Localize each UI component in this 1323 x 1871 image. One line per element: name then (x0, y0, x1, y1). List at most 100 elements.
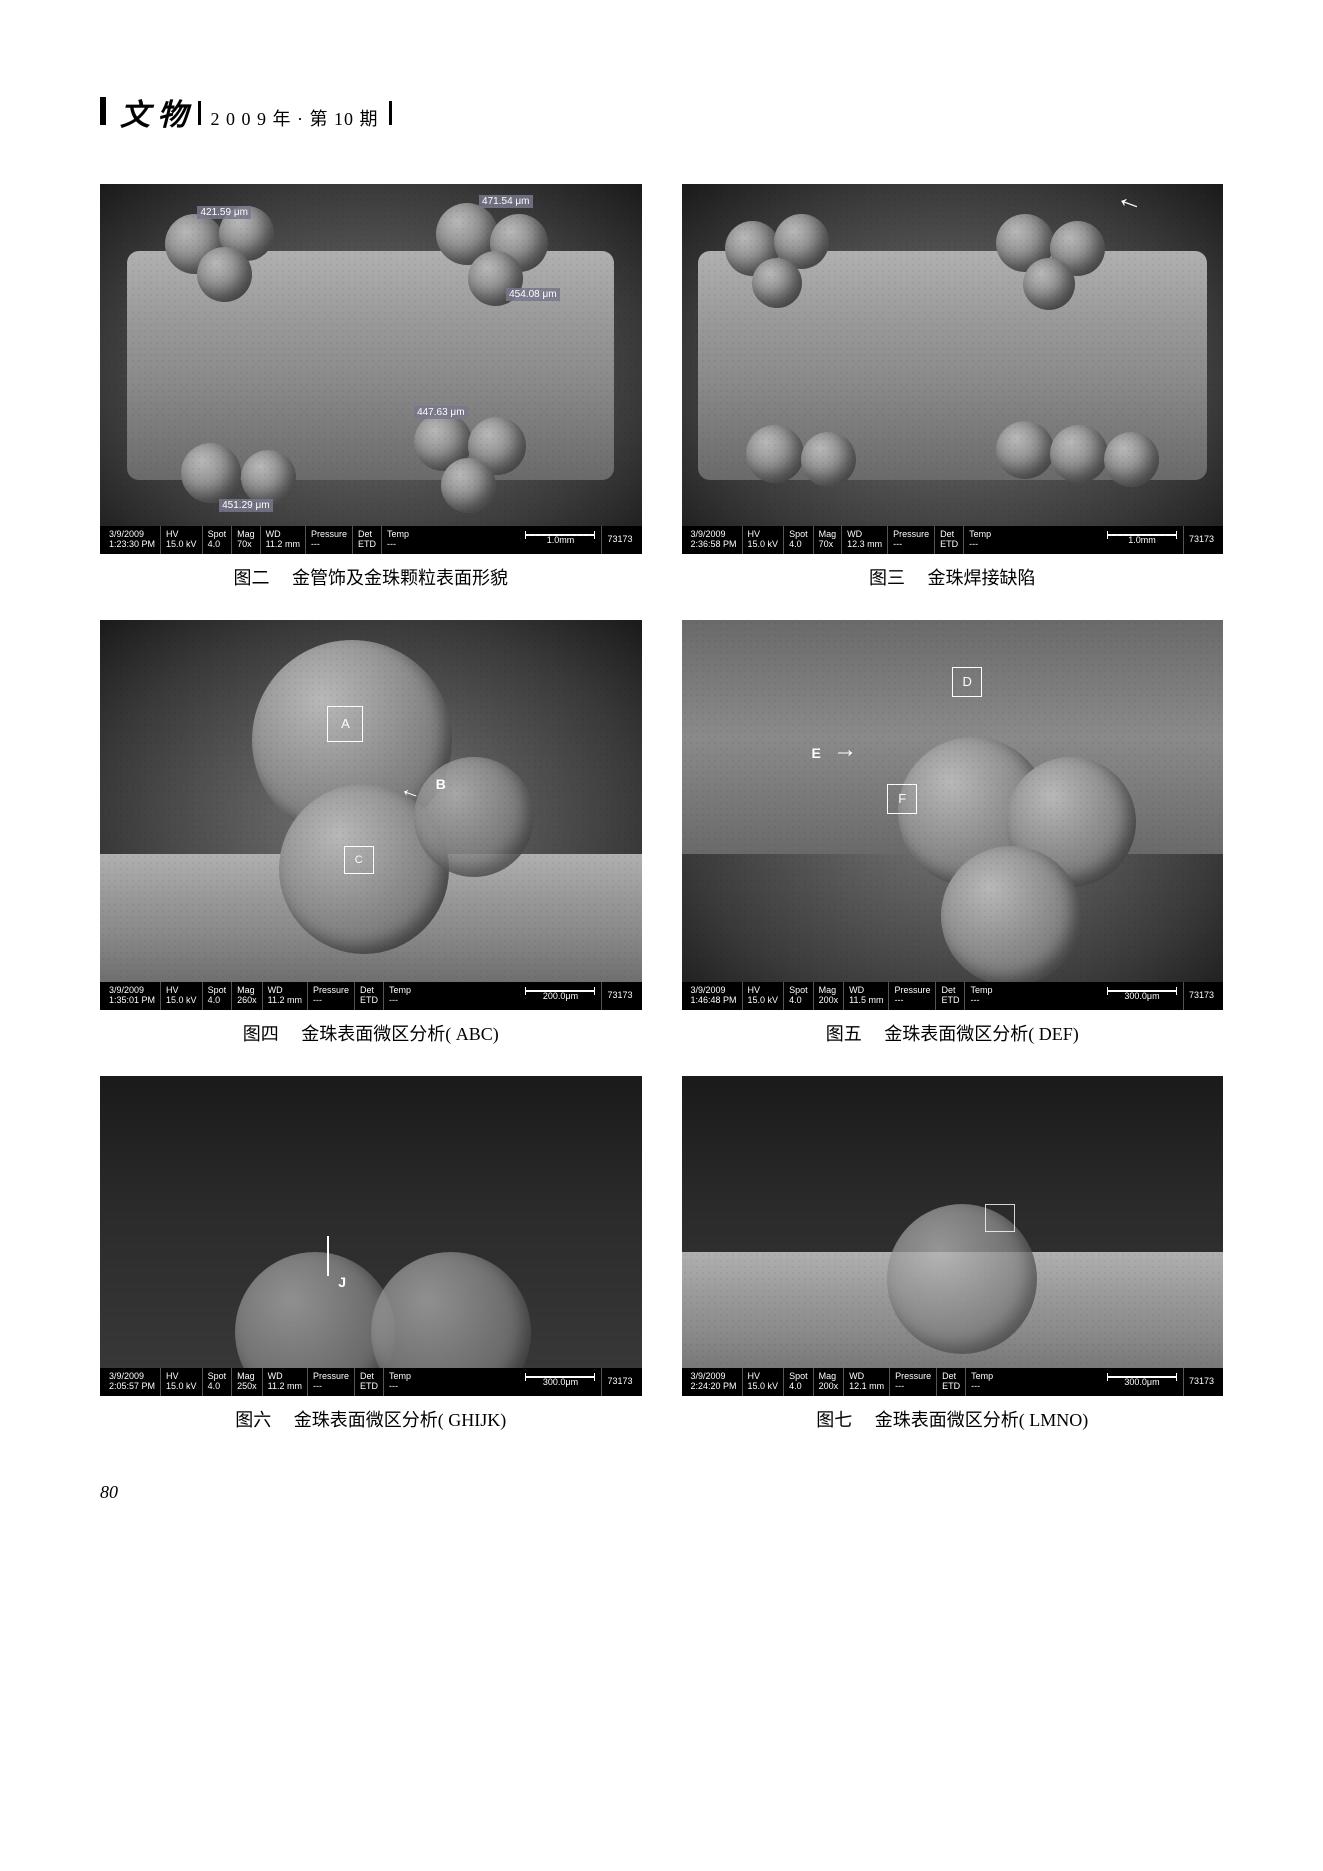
sem-det: DetETD (935, 982, 964, 1010)
sem-hv: HV15.0 kV (160, 526, 202, 554)
sem-id: 73173 (1183, 526, 1219, 554)
sem-temp: Temp--- (964, 982, 997, 1010)
sem-det: DetETD (934, 526, 963, 554)
sem-pressure: Pressure--- (305, 526, 352, 554)
sem-image-fig5: D E → F 3/9/20091:46:48 PM HV15.0 kV Spo… (682, 620, 1224, 1010)
sem-mag: Mag260x (231, 982, 262, 1010)
sem-temp: Temp--- (963, 526, 996, 554)
figure-caption: 图七 金珠表面微区分析( LMNO) (816, 1406, 1088, 1432)
sem-temp: Temp--- (383, 1368, 416, 1396)
sem-pressure: Pressure--- (887, 526, 934, 554)
sem-spot: Spot4.0 (202, 982, 232, 1010)
figure-caption: 图二 金管饰及金珠颗粒表面形貌 (234, 564, 509, 590)
figure-number: 图三 (869, 568, 905, 588)
sem-wd: WD12.3 mm (841, 526, 887, 554)
figures-grid: 421.59 μm 471.54 μm 454.08 μm 447.63 μm … (100, 184, 1223, 1452)
roi-box-f: F (887, 784, 917, 814)
figure-number: 图六 (235, 1410, 271, 1430)
page-number: 80 (100, 1482, 1223, 1503)
sem-wd: WD11.5 mm (843, 982, 888, 1010)
measurement-label: 451.29 μm (219, 499, 272, 512)
sem-pressure: Pressure--- (307, 1368, 354, 1396)
sem-datetime: 3/9/20092:36:58 PM (686, 526, 742, 554)
sem-det: DetETD (354, 1368, 383, 1396)
sem-temp: Temp--- (383, 982, 416, 1010)
sem-scalebar: 300.0μm (1101, 990, 1183, 1002)
roi-box-a: A (327, 706, 363, 742)
sem-datetime: 3/9/20092:05:57 PM (104, 1368, 160, 1396)
header-bar-icon (100, 97, 106, 125)
figure-number: 图五 (826, 1024, 862, 1044)
sem-wd: WD11.2 mm (262, 982, 307, 1010)
sem-wd: WD12.1 mm (843, 1368, 889, 1396)
roi-label-e: E (811, 745, 820, 761)
sem-id: 73173 (1183, 1368, 1219, 1396)
sem-mag: Mag70x (231, 526, 260, 554)
divider-icon (198, 101, 201, 125)
measurement-label: 471.54 μm (479, 195, 532, 208)
sem-spot: Spot4.0 (783, 526, 813, 554)
sem-temp: Temp--- (381, 526, 414, 554)
sem-wd: WD11.2 mm (262, 1368, 307, 1396)
sem-spot: Spot4.0 (202, 526, 232, 554)
sem-spot: Spot4.0 (202, 1368, 232, 1396)
arrow-icon: → (394, 781, 424, 813)
figure-6: J 3/9/20092:05:57 PM HV15.0 kV Spot4.0 M… (100, 1076, 642, 1452)
roi-label-j: J (338, 1274, 346, 1290)
page-header: 文 物 2 0 0 9 年 · 第 10 期 (100, 90, 1223, 134)
sem-image-fig4: A B → C 3/9/20091:35:01 PM HV15.0 kV Spo… (100, 620, 642, 1010)
sem-mag: Mag70x (813, 526, 842, 554)
sem-scalebar: 1.0mm (519, 534, 601, 546)
sem-datetime: 3/9/20092:24:20 PM (686, 1368, 742, 1396)
sem-image-fig6: J 3/9/20092:05:57 PM HV15.0 kV Spot4.0 M… (100, 1076, 642, 1396)
sem-pressure: Pressure--- (889, 1368, 936, 1396)
figure-caption: 图四 金珠表面微区分析( ABC) (243, 1020, 499, 1046)
arrow-icon: → (1109, 188, 1146, 228)
sem-hv: HV15.0 kV (742, 1368, 784, 1396)
figure-5: D E → F 3/9/20091:46:48 PM HV15.0 kV Spo… (682, 620, 1224, 1066)
roi-box (985, 1204, 1015, 1232)
figure-caption: 图五 金珠表面微区分析( DEF) (826, 1020, 1079, 1046)
sem-image-fig7: 3/9/20092:24:20 PM HV15.0 kV Spot4.0 Mag… (682, 1076, 1224, 1396)
sem-mag: Mag200x (813, 1368, 844, 1396)
arrow-icon: → (833, 737, 857, 764)
figure-caption-text: 金珠表面微区分析( GHIJK) (294, 1410, 506, 1430)
sem-det: DetETD (354, 982, 383, 1010)
divider-icon (389, 101, 392, 125)
sem-id: 73173 (1183, 982, 1219, 1010)
figure-caption-text: 金珠焊接缺陷 (928, 568, 1036, 588)
sem-hv: HV15.0 kV (742, 526, 784, 554)
sem-spot: Spot4.0 (783, 982, 813, 1010)
sem-hv: HV15.0 kV (160, 1368, 202, 1396)
roi-box-d: D (952, 667, 982, 697)
issue-info: 2 0 0 9 年 · 第 10 期 (211, 105, 379, 131)
measurement-label: 454.08 μm (506, 288, 559, 301)
figure-4: A B → C 3/9/20091:35:01 PM HV15.0 kV Spo… (100, 620, 642, 1066)
figure-caption: 图六 金珠表面微区分析( GHIJK) (235, 1406, 506, 1432)
figure-number: 图四 (243, 1024, 279, 1044)
roi-label-b: B (436, 776, 446, 792)
sem-infobar: 3/9/20092:24:20 PM HV15.0 kV Spot4.0 Mag… (682, 1368, 1224, 1396)
figure-caption-text: 金珠表面微区分析( LMNO) (875, 1410, 1089, 1430)
sem-hv: HV15.0 kV (160, 982, 202, 1010)
sem-mag: Mag200x (813, 982, 844, 1010)
sem-mag: Mag250x (231, 1368, 262, 1396)
measurement-label: 447.63 μm (414, 406, 467, 419)
roi-marker-icon (327, 1236, 329, 1276)
figure-caption-text: 金珠表面微区分析( ABC) (301, 1024, 499, 1044)
journal-name: 文 物 (120, 90, 188, 134)
sem-infobar: 3/9/20091:23:30 PM HV15.0 kV Spot4.0 Mag… (100, 526, 642, 554)
sem-scalebar: 200.0μm (519, 990, 601, 1002)
sem-wd: WD11.2 mm (260, 526, 305, 554)
sem-infobar: 3/9/20092:05:57 PM HV15.0 kV Spot4.0 Mag… (100, 1368, 642, 1396)
sem-datetime: 3/9/20091:46:48 PM (686, 982, 742, 1010)
sem-id: 73173 (601, 526, 637, 554)
sem-scalebar: 1.0mm (1101, 534, 1183, 546)
sem-image-fig2: 421.59 μm 471.54 μm 454.08 μm 447.63 μm … (100, 184, 642, 554)
sem-id: 73173 (601, 1368, 637, 1396)
figure-caption-text: 金管饰及金珠颗粒表面形貌 (292, 568, 508, 588)
figure-caption-text: 金珠表面微区分析( DEF) (884, 1024, 1079, 1044)
figure-3: → 3/9/20092:36:58 PM HV15.0 kV Spot4.0 M… (682, 184, 1224, 610)
sem-scalebar: 300.0μm (1101, 1376, 1183, 1388)
figure-caption: 图三 金珠焊接缺陷 (869, 564, 1036, 590)
